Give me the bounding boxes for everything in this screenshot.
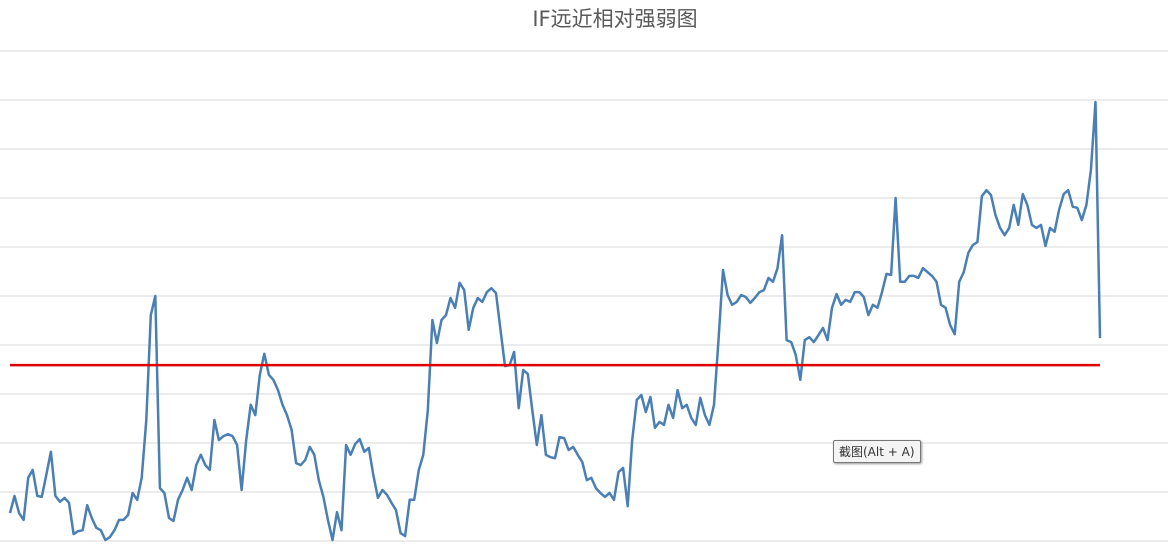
- data-line: [8, 100, 1102, 542]
- chart-title: IF远近相对强弱图: [532, 7, 697, 31]
- tooltip: 截图(Alt + A): [833, 440, 921, 463]
